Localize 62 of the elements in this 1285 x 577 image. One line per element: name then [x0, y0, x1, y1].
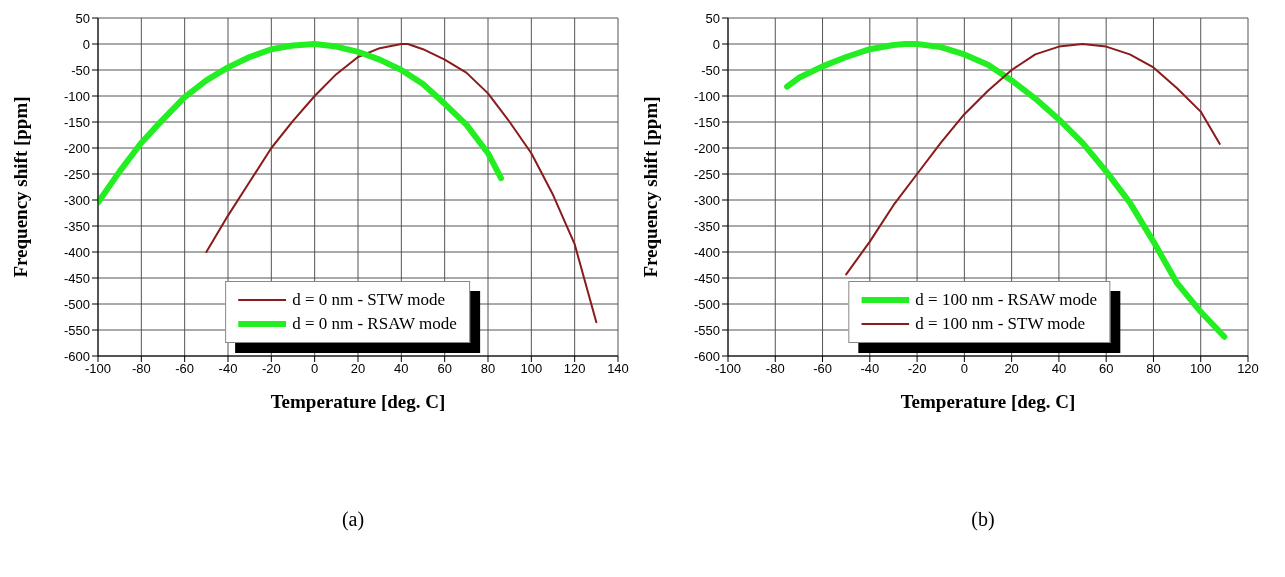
y-tick-label: 50 [705, 10, 720, 26]
y-tick-label: -350 [63, 218, 90, 234]
legend-label: d = 0 nm - RSAW mode [292, 313, 457, 335]
x-tick-label: 60 [1098, 361, 1114, 377]
x-tick-label: -20 [261, 361, 281, 377]
y-tick-label: 0 [82, 36, 90, 52]
text: (b) [970, 508, 996, 531]
legend-label: d = 0 nm - STW mode [292, 289, 445, 311]
x-tick-label: -20 [907, 361, 927, 377]
y-tick-label: -400 [693, 244, 720, 260]
y-tick-label: -300 [693, 192, 720, 208]
y-tick-label: -550 [63, 322, 90, 338]
y-tick-label: -250 [63, 166, 90, 182]
y-tick-label: -600 [63, 348, 90, 364]
x-tick-label: 0 [960, 361, 968, 377]
x-tick-label: -80 [765, 361, 785, 377]
x-tick-label: 20 [350, 361, 366, 377]
x-tick-label: 120 [563, 361, 586, 377]
legend-label: d = 100 nm - STW mode [915, 313, 1086, 335]
x-tick-label: 60 [437, 361, 452, 377]
y-tick-label: -200 [693, 140, 720, 156]
x-tick-label: 120 [1237, 361, 1259, 377]
x-tick-label: -40 [860, 361, 880, 377]
y-tick-label: -400 [63, 244, 90, 260]
y-tick-label: -500 [693, 296, 720, 312]
x-tick-label: 0 [311, 361, 319, 377]
x-tick-label: -40 [218, 361, 238, 377]
y-tick-label: -150 [693, 114, 720, 130]
y-tick-label: -600 [693, 348, 720, 364]
y-tick-label: -150 [63, 114, 90, 130]
y-axis-title: Frequency shift [ppm] [639, 96, 661, 278]
y-tick-label: -250 [693, 166, 720, 182]
y-tick-label: 0 [712, 36, 720, 52]
y-tick-label: -450 [63, 270, 90, 286]
y-tick-label: -300 [63, 192, 90, 208]
x-tick-label: 140 [607, 361, 629, 377]
x-tick-label: -60 [175, 361, 195, 377]
x-tick-label: -60 [813, 361, 832, 377]
x-tick-label: 80 [1146, 361, 1161, 377]
y-tick-label: -100 [693, 88, 720, 104]
y-tick-label: -350 [693, 218, 720, 234]
y-tick-label: -50 [71, 62, 90, 78]
x-tick-label: 40 [394, 361, 409, 377]
y-tick-label: -100 [63, 88, 90, 104]
x-axis-title: Temperature [deg. C] [900, 391, 1076, 412]
x-tick-label: 100 [520, 361, 543, 377]
line-series [845, 43, 1221, 276]
y-tick-label: -50 [701, 62, 720, 78]
legend-label: d = 100 nm - RSAW mode [915, 289, 1098, 311]
y-tick-label: -200 [63, 140, 90, 156]
text: (a) [340, 508, 366, 531]
y-axis-title: Frequency shift [ppm] [9, 96, 31, 278]
y-tick-label: -500 [63, 296, 90, 312]
y-tick-label: -550 [693, 322, 720, 338]
x-tick-label: 80 [480, 361, 496, 377]
x-tick-label: -80 [131, 361, 151, 377]
x-axis-title: Temperature [deg. C] [270, 391, 446, 412]
x-tick-label: 40 [1051, 361, 1067, 377]
x-tick-label: 100 [1189, 361, 1212, 377]
y-tick-label: 50 [75, 10, 90, 26]
x-tick-label: 20 [1004, 361, 1019, 377]
y-tick-label: -450 [693, 270, 720, 286]
